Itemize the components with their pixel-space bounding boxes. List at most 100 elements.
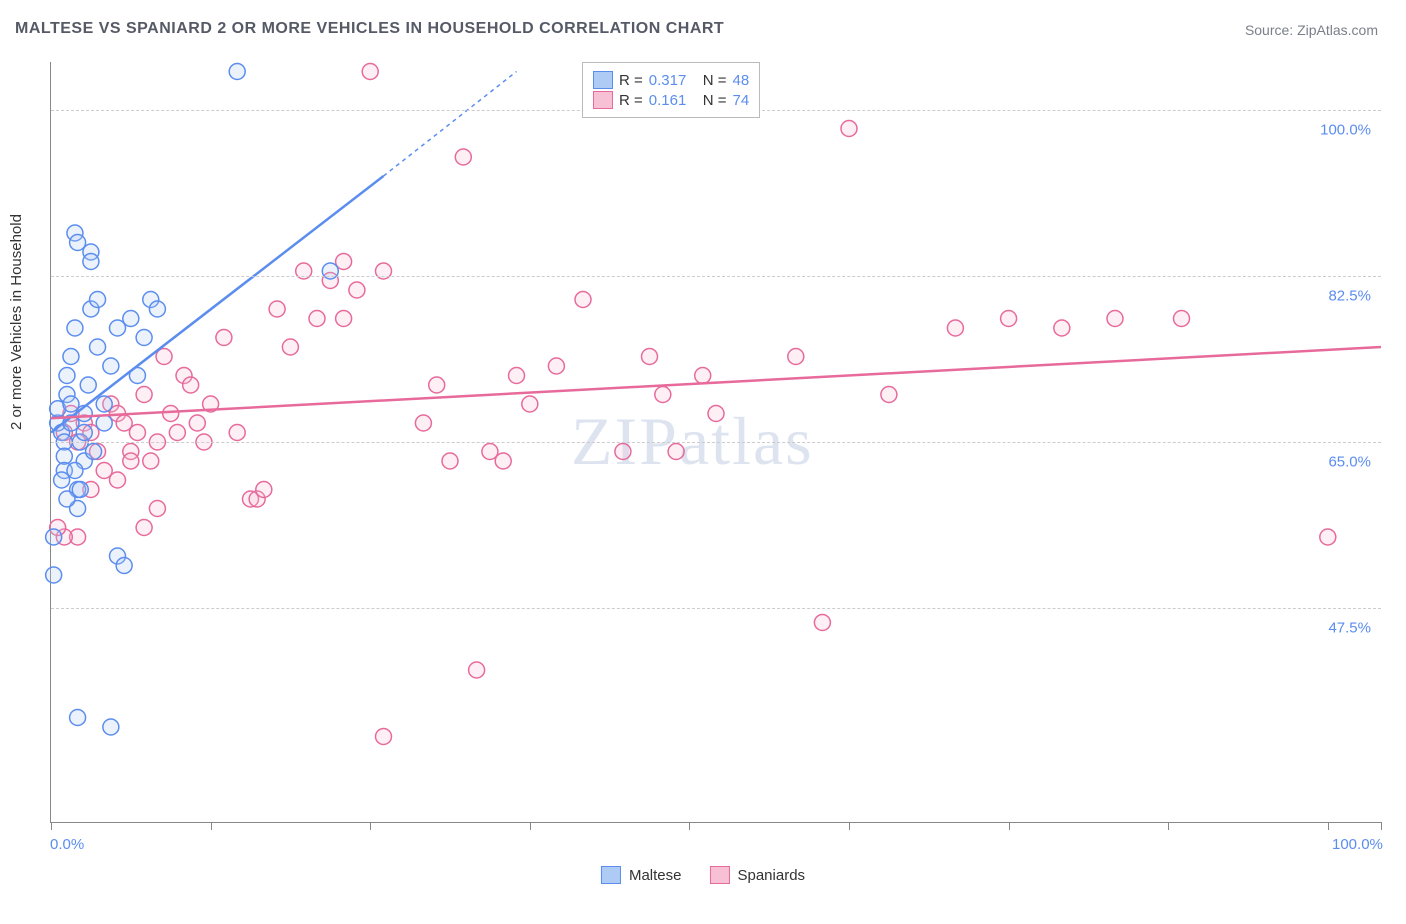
data-point-spaniards [509,368,525,384]
x-tick-label: 0.0% [50,836,84,924]
legend-label: Spaniards [737,867,805,884]
data-point-spaniards [495,453,511,469]
x-tick [1009,822,1010,830]
data-point-maltese [149,301,165,317]
data-point-maltese [103,719,119,735]
data-point-spaniards [429,377,445,393]
gridline-h [51,276,1381,277]
data-point-spaniards [269,301,285,317]
data-point-maltese [96,396,112,412]
data-point-maltese [59,368,75,384]
data-point-maltese [229,64,245,80]
x-tick [370,822,371,830]
data-point-spaniards [309,311,325,327]
data-point-spaniards [455,149,471,165]
data-point-maltese [123,311,139,327]
gridline-h [51,608,1381,609]
x-tick [849,822,850,830]
data-point-spaniards [469,662,485,678]
data-point-spaniards [947,320,963,336]
data-point-maltese [80,377,96,393]
data-point-spaniards [362,64,378,80]
data-point-maltese [72,482,88,498]
legend-stats: R =0.317N =48R =0.161N =74 [582,62,760,118]
legend-stats-row: R =0.317N =48 [593,71,749,89]
x-tick-label: 100.0% [1332,836,1383,853]
data-point-spaniards [336,311,352,327]
data-point-maltese [83,254,99,270]
data-point-maltese [70,710,86,726]
data-point-spaniards [136,520,152,536]
data-point-spaniards [110,472,126,488]
legend-bottom: Maltese Spaniards [601,866,805,884]
data-point-spaniards [655,387,671,403]
trendline-maltese-dash [384,72,517,177]
x-tick [530,822,531,830]
legend-swatch [601,866,621,884]
data-point-spaniards [229,425,245,441]
r-value: 0.317 [649,72,697,89]
x-tick [51,822,52,830]
data-point-spaniards [349,282,365,298]
y-tick-label: 65.0% [1328,454,1371,471]
data-point-spaniards [149,501,165,517]
legend-swatch [593,91,613,109]
data-point-spaniards [548,358,564,374]
data-point-maltese [63,349,79,365]
n-value: 48 [733,72,750,89]
data-point-maltese [46,529,62,545]
data-point-spaniards [1054,320,1070,336]
data-point-spaniards [129,425,145,441]
y-tick-label: 100.0% [1320,121,1371,138]
x-tick [1168,822,1169,830]
data-point-maltese [67,320,83,336]
data-point-spaniards [522,396,538,412]
x-tick [1328,822,1329,830]
data-point-spaniards [143,453,159,469]
x-tick [689,822,690,830]
data-point-spaniards [1001,311,1017,327]
chart-title: MALTESE VS SPANIARD 2 OR MORE VEHICLES I… [15,20,724,38]
data-point-spaniards [415,415,431,431]
data-point-maltese [90,292,106,308]
data-point-spaniards [123,453,139,469]
data-point-spaniards [1107,311,1123,327]
plot-area: ZIPatlas 47.5%65.0%82.5%100.0% [50,62,1381,823]
r-label: R = [619,72,643,89]
data-point-spaniards [136,387,152,403]
data-point-spaniards [282,339,298,355]
y-tick-label: 82.5% [1328,287,1371,304]
data-point-maltese [67,463,83,479]
legend-stats-row: R =0.161N =74 [593,91,749,109]
r-label: R = [619,92,643,109]
n-label: N = [703,92,727,109]
data-point-spaniards [881,387,897,403]
data-point-maltese [116,558,132,574]
data-point-spaniards [163,406,179,422]
legend-label: Maltese [629,867,682,884]
data-point-maltese [46,567,62,583]
data-point-maltese [86,444,102,460]
data-point-spaniards [615,444,631,460]
data-point-spaniards [814,615,830,631]
r-value: 0.161 [649,92,697,109]
data-point-spaniards [695,368,711,384]
data-point-spaniards [668,444,684,460]
data-point-spaniards [376,729,392,745]
data-point-spaniards [841,121,857,137]
data-point-spaniards [189,415,205,431]
data-point-spaniards [216,330,232,346]
data-point-maltese [76,425,92,441]
data-point-spaniards [642,349,658,365]
legend-item: Spaniards [709,866,805,884]
x-tick [211,822,212,830]
data-point-spaniards [788,349,804,365]
data-point-maltese [96,415,112,431]
data-point-spaniards [708,406,724,422]
legend-swatch [709,866,729,884]
gridline-h [51,442,1381,443]
data-point-spaniards [169,425,185,441]
data-point-spaniards [1174,311,1190,327]
legend-swatch [593,71,613,89]
data-point-spaniards [1320,529,1336,545]
